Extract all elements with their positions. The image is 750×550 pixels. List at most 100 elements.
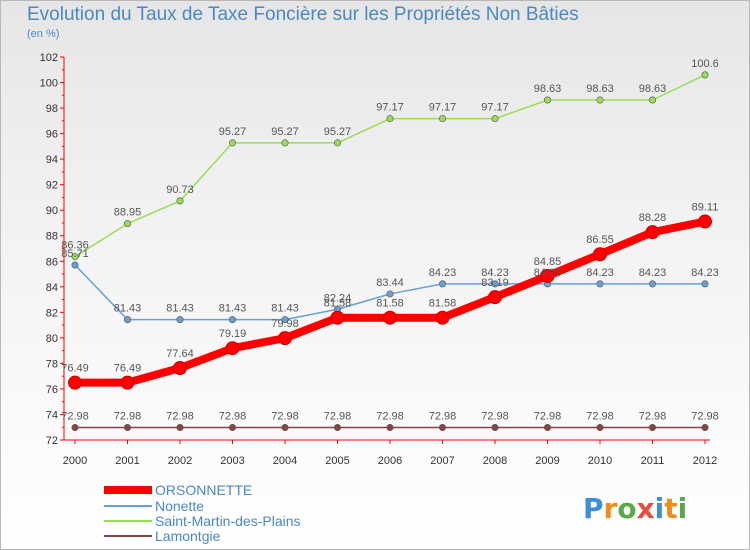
x-tick-label: 2000 [63,455,87,467]
data-point[interactable] [698,214,712,229]
data-point[interactable] [438,423,446,431]
data-point[interactable] [229,316,237,324]
data-point[interactable] [333,423,341,431]
data-point[interactable] [491,423,499,431]
data-label: 81.43 [219,303,247,315]
data-point[interactable] [71,423,79,431]
x-tick-label: 2003 [220,455,244,467]
data-point[interactable] [124,423,132,431]
data-point[interactable] [229,423,237,431]
data-point[interactable] [701,280,709,288]
data-label: 72.98 [691,410,719,422]
data-point[interactable] [648,280,656,288]
data-label: 81.43 [271,303,299,315]
x-tick-label: 2010 [588,455,612,467]
data-point[interactable] [229,139,237,147]
x-tick-label: 2001 [115,455,139,467]
data-point[interactable] [540,268,555,283]
data-point[interactable] [701,71,709,79]
data-point[interactable] [648,423,656,431]
data-label: 84.85 [534,256,562,268]
data-point[interactable] [176,197,184,205]
y-tick-label: 94 [46,154,58,166]
x-tick-label: 2006 [378,455,402,467]
legend-label-saint-martin-des-plains: Saint-Martin-des-Plains [155,513,301,529]
data-point[interactable] [435,310,450,325]
data-label: 81.58 [429,298,457,310]
x-tick-label: 2012 [693,455,717,467]
x-tick-label: 2005 [325,455,349,467]
data-label: 82.24 [324,292,352,304]
chart-subtitle: (en %) [27,28,60,40]
data-label: 86.55 [586,234,614,246]
data-label: 95.27 [219,126,247,138]
data-label: 84.23 [429,267,457,279]
data-label: 97.17 [376,102,404,114]
data-point[interactable] [596,280,604,288]
data-label: 79.98 [271,318,299,330]
x-tick-label: 2002 [168,455,192,467]
data-point[interactable] [386,115,394,123]
data-label: 98.63 [586,83,614,95]
data-point[interactable] [593,247,607,262]
data-label: 85.71 [61,248,89,260]
data-label: 72.98 [271,410,299,422]
data-point[interactable] [596,96,604,104]
data-point[interactable] [68,375,82,390]
data-point[interactable] [333,139,341,147]
data-point[interactable] [71,253,79,261]
data-point[interactable] [648,96,656,104]
legend-label-lamontgie: Lamontgie [155,528,221,544]
y-tick-label: 100 [40,78,58,90]
x-tick-label: 2004 [273,455,297,467]
data-label: 72.98 [376,410,404,422]
data-point[interactable] [71,261,79,269]
data-point[interactable] [124,316,132,324]
data-point[interactable] [120,375,135,390]
data-point[interactable] [176,423,184,431]
data-point[interactable] [281,139,289,147]
data-label: 83.19 [481,277,509,289]
data-point[interactable] [225,341,240,356]
x-tick-label: 2011 [641,455,665,467]
data-point[interactable] [281,423,289,431]
data-point[interactable] [124,220,132,228]
data-label: 84.23 [481,267,509,279]
data-point[interactable] [176,316,184,324]
data-label: 88.95 [114,207,142,219]
data-point[interactable] [645,225,660,240]
data-point[interactable] [173,360,187,375]
data-label: 88.28 [639,212,667,224]
y-tick-label: 76 [46,384,58,396]
y-tick-label: 88 [46,231,58,243]
data-point[interactable] [278,331,292,346]
data-point[interactable] [438,115,446,123]
data-point[interactable] [488,290,502,305]
y-tick-label: 82 [46,307,58,319]
y-tick-label: 72 [46,435,58,447]
data-point[interactable] [701,423,709,431]
data-label: 84.23 [534,267,562,279]
legend-label-orsonnette: ORSONNETTE [155,482,252,498]
chart-title: Evolution du Taux de Taxe Foncière sur l… [27,4,579,25]
data-point[interactable] [281,316,289,324]
data-label: 83.44 [376,277,404,289]
data-point[interactable] [383,310,397,325]
data-label: 98.63 [534,83,562,95]
data-label: 72.98 [481,410,509,422]
proxiti-logo[interactable]: Proxiti [583,492,687,525]
data-point[interactable] [491,280,499,288]
data-point[interactable] [543,96,551,104]
data-point[interactable] [438,280,446,288]
y-tick-label: 78 [46,358,58,370]
data-point[interactable] [386,423,394,431]
data-point[interactable] [543,423,551,431]
data-point[interactable] [330,310,345,325]
data-point[interactable] [386,290,394,298]
data-label: 79.19 [219,328,247,340]
data-point[interactable] [491,115,499,123]
data-label: 84.23 [639,267,667,279]
data-label: 72.98 [61,410,89,422]
data-point[interactable] [596,423,604,431]
